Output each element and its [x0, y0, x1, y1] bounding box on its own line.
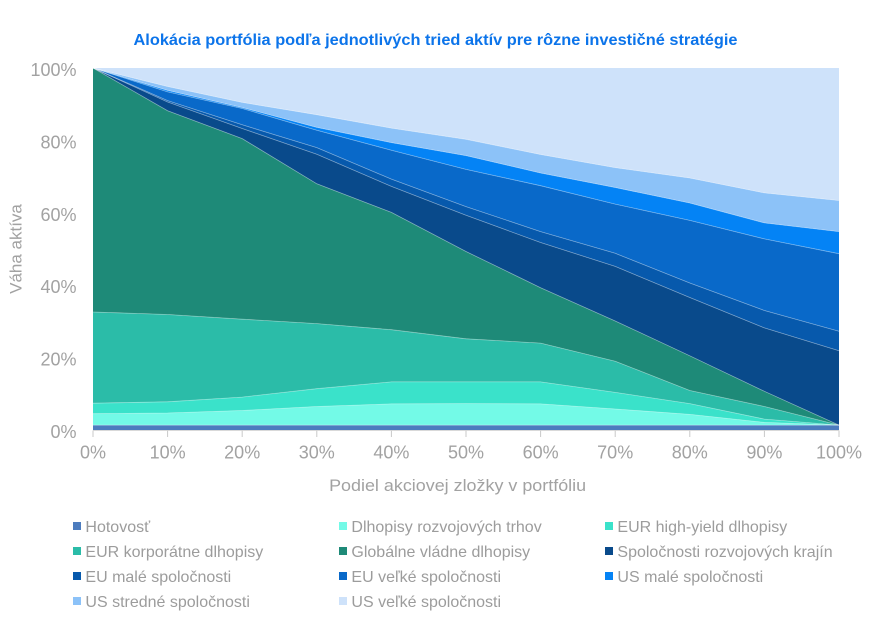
svg-text:20%: 20%	[224, 443, 260, 463]
svg-text:80%: 80%	[40, 132, 76, 152]
svg-text:Hotovosť: Hotovosť	[85, 519, 151, 536]
svg-text:EUR high-yield dlhopisy: EUR high-yield dlhopisy	[617, 519, 787, 536]
svg-text:100%: 100%	[30, 60, 76, 80]
svg-text:Váha aktíva: Váha aktíva	[7, 204, 26, 294]
svg-text:90%: 90%	[746, 443, 782, 463]
svg-text:100%: 100%	[816, 443, 862, 463]
svg-text:Spoločnosti rozvojových krajín: Spoločnosti rozvojových krajín	[617, 544, 832, 561]
svg-text:Alokácia portfólia podľa jedno: Alokácia portfólia podľa jednotlivých tr…	[134, 32, 738, 49]
svg-text:0%: 0%	[50, 422, 76, 442]
svg-text:10%: 10%	[150, 443, 186, 463]
svg-text:60%: 60%	[523, 443, 559, 463]
svg-text:EUR korporátne dlhopisy: EUR korporátne dlhopisy	[85, 544, 263, 561]
svg-text:60%: 60%	[40, 205, 76, 225]
svg-text:EU veľké spoločnosti: EU veľké spoločnosti	[351, 569, 501, 586]
svg-text:50%: 50%	[448, 443, 484, 463]
svg-text:40%: 40%	[373, 443, 409, 463]
svg-text:70%: 70%	[597, 443, 633, 463]
svg-text:80%: 80%	[672, 443, 708, 463]
svg-text:Podiel akciovej zložky v portf: Podiel akciovej zložky v portfóliu	[329, 476, 586, 495]
svg-text:Dlhopisy rozvojových trhov: Dlhopisy rozvojových trhov	[351, 519, 541, 536]
svg-text:30%: 30%	[299, 443, 335, 463]
svg-text:Globálne vládne dlhopisy: Globálne vládne dlhopisy	[351, 544, 530, 561]
svg-text:US malé spoločnosti: US malé spoločnosti	[617, 569, 763, 586]
svg-text:40%: 40%	[40, 277, 76, 297]
svg-text:0%: 0%	[80, 443, 106, 463]
svg-text:US stredné spoločnosti: US stredné spoločnosti	[85, 594, 250, 611]
svg-text:20%: 20%	[40, 350, 76, 370]
svg-text:EU malé spoločnosti: EU malé spoločnosti	[85, 569, 231, 586]
svg-text:US veľké spoločnosti: US veľké spoločnosti	[351, 594, 501, 611]
